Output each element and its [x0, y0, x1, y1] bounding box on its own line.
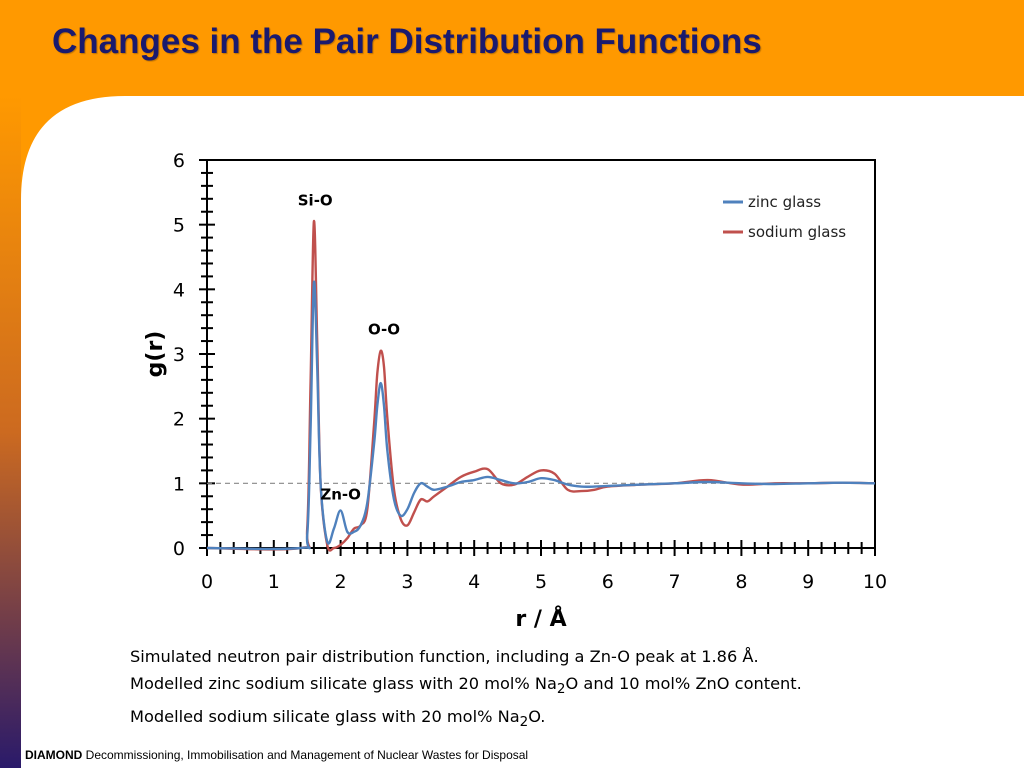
pdf-chart: 0 1 2 3 4 5 6 7 8 9 10 0 1 2 3 4 5 6 r / Å g(r) Si-O O-O Zn-O… [143, 150, 887, 632]
y-tick-label: 3 [173, 344, 185, 366]
x-tick-label: 7 [669, 571, 681, 593]
y-tick-label: 6 [173, 150, 185, 172]
caption-line-2-sub: 2 [556, 681, 566, 698]
x-tick-label: 6 [602, 571, 614, 593]
annotation-o-o: O-O [368, 321, 400, 339]
caption-line-2-a: Modelled zinc sodium silicate glass with… [130, 674, 557, 693]
x-tick-label: 3 [401, 571, 413, 593]
caption-line-1: Simulated neutron pair distribution func… [130, 647, 759, 666]
x-tick-label: 4 [468, 571, 480, 593]
annotation-zn-o: Zn-O [320, 486, 361, 504]
caption-line-3-b: O. [528, 707, 546, 727]
y-axis-label: g(r) [143, 331, 168, 378]
caption-line-3-sub: 2 [519, 714, 529, 731]
plot-frame [206, 159, 876, 549]
x-tick-label: 9 [802, 571, 814, 593]
x-tick-label: 2 [335, 571, 347, 593]
legend-label: zinc glass [748, 193, 821, 211]
title-band [0, 0, 1024, 96]
chart-annotations: Si-O O-O Zn-O [298, 191, 400, 503]
y-tick-label: 1 [173, 473, 185, 495]
x-tick-label: 1 [268, 571, 280, 593]
footer-brand: DIAMOND [25, 748, 83, 762]
left-band [0, 96, 21, 768]
y-tick-label: 0 [173, 538, 185, 560]
x-tick-label: 8 [735, 571, 747, 593]
legend-label: sodium glass [748, 223, 846, 241]
y-tick-label: 4 [173, 279, 185, 301]
caption-line-3: Modelled sodium silicate glass with 20 m… [130, 703, 895, 736]
series-line-sodium-glass [206, 220, 876, 552]
x-tick-label: 5 [535, 571, 547, 593]
slide-title: Changes in the Pair Distribution Functio… [52, 22, 762, 61]
caption-line-2: Modelled zinc sodium silicate glass with… [130, 670, 895, 703]
caption-line-3-a: Modelled sodium silicate glass with 20 m… [130, 707, 520, 727]
y-tick-label: 5 [173, 215, 185, 237]
x-axis-label: r / Å [515, 606, 566, 632]
chart-legend: zinc glass sodium glass [723, 193, 846, 241]
footer-text: Decommissioning, Immobilisation and Mana… [85, 748, 529, 762]
chart-axes: 0 1 2 3 4 5 6 7 8 9 10 0 1 2 3 4 5 6 r / Å g(r) [143, 150, 887, 632]
corner-curve [21, 96, 125, 200]
annotation-si-o: Si-O [298, 191, 333, 209]
x-tick-label: 10 [863, 571, 887, 593]
footer: DIAMOND Decommissioning, Immobilisation … [25, 748, 528, 762]
caption-line-2-b: O and 10 mol% ZnO content. [565, 674, 802, 693]
series-line-zinc-glass [206, 280, 876, 551]
chart-series [206, 220, 876, 552]
x-tick-label: 0 [201, 571, 213, 593]
y-tick-label: 2 [173, 409, 185, 431]
caption: Simulated neutron pair distribution func… [130, 643, 895, 736]
